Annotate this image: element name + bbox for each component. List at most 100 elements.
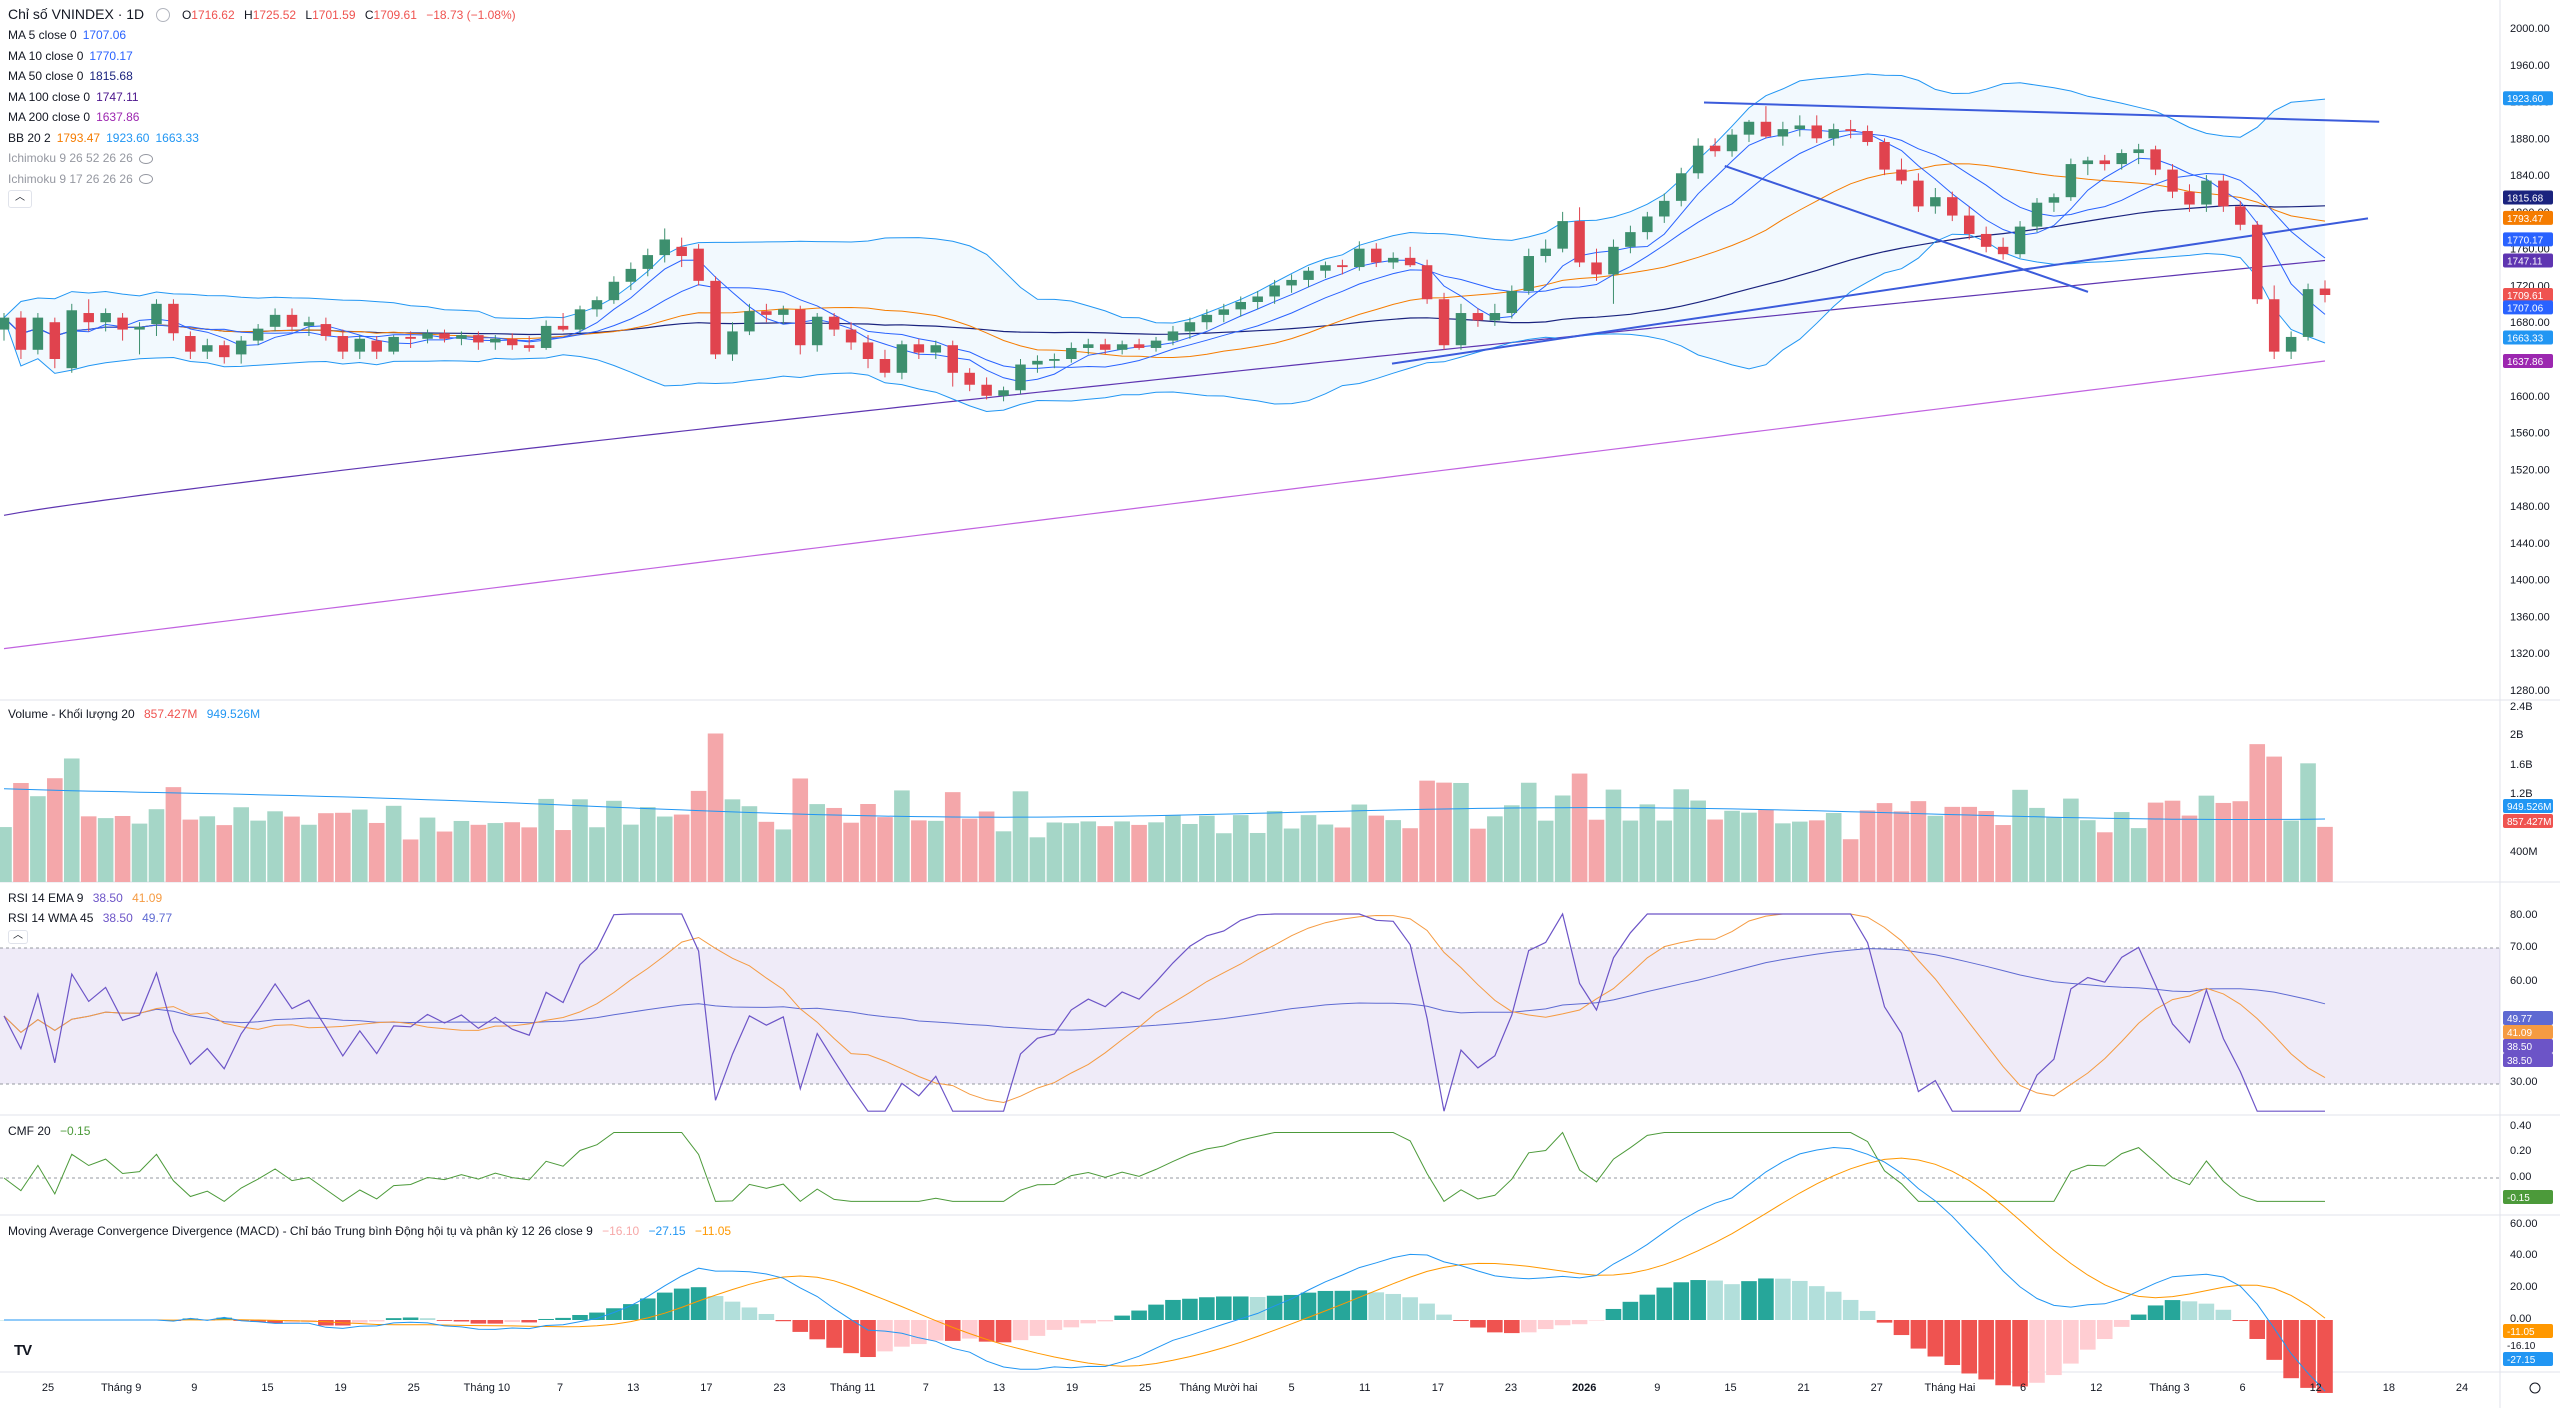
candle-body[interactable] [185,336,196,352]
indicator-legend-row[interactable]: Ichimoku 9 26 52 26 26 [8,148,516,169]
candle-body[interactable] [1947,197,1958,216]
collapse-rsi-button[interactable]: ︿ [8,930,28,944]
candle-body[interactable] [1083,344,1094,348]
candle-body[interactable] [354,338,366,352]
indicator-legend-row[interactable]: Ichimoku 9 17 26 26 26 [8,169,516,190]
rsi1-label[interactable]: RSI 14 EMA 9 [8,891,84,905]
candle-body[interactable] [2302,289,2314,337]
candle-body[interactable] [2082,160,2094,165]
candle-body[interactable] [422,333,433,339]
candle-body[interactable] [1506,290,1518,314]
cmf-label[interactable]: CMF 20 [8,1124,51,1138]
eye-hidden-icon[interactable] [138,174,153,185]
trendline[interactable] [1391,217,2369,365]
candle-body[interactable] [1438,299,1450,346]
candle-body[interactable] [1167,331,1179,341]
candle-body[interactable] [151,303,162,325]
candle-body[interactable] [235,340,247,355]
candle-body[interactable] [591,300,603,310]
candle-body[interactable] [2014,226,2026,255]
candle-body[interactable] [117,317,128,330]
candle-body[interactable] [439,333,450,339]
candle-body[interactable] [2167,169,2178,192]
candle-body[interactable] [371,340,382,352]
candle-body[interactable] [134,326,145,330]
candle-body[interactable] [1642,216,1653,233]
indicator-legend-row[interactable]: MA 200 close 0 1637.86 [8,107,516,128]
candle-body[interactable] [2201,180,2212,205]
candle-body[interactable] [1523,256,1534,291]
candle-body[interactable] [1862,130,1873,143]
trendline[interactable] [1703,101,2380,123]
candle-body[interactable] [100,313,111,323]
price-axis[interactable]: 2000.001960.001920.001880.001840.001800.… [2503,23,2553,1366]
candle-body[interactable] [540,325,552,348]
candle-body[interactable] [947,345,958,373]
candle-body[interactable] [1184,322,1196,332]
candle-body[interactable] [1099,344,1111,350]
candle-body[interactable] [930,345,942,353]
candle-body[interactable] [1116,344,1128,350]
candle-body[interactable] [202,345,213,352]
volume-label[interactable]: Volume - Khối lượng 20 [8,707,135,721]
candle-body[interactable] [1608,246,1619,275]
candle-body[interactable] [1066,347,1077,359]
candle-body[interactable] [320,324,332,337]
candle-body[interactable] [2184,191,2195,205]
time-axis[interactable]: 25 Tháng 9 9 15 19 25 Tháng 10 7 13 17 23 Tháng 11 7… [42,1382,2541,1394]
candle-body[interactable] [862,342,874,359]
candle-body[interactable] [252,328,264,341]
candle-body[interactable] [1963,215,1975,234]
candle-body[interactable] [693,248,704,281]
candle-body[interactable] [761,311,772,315]
candle-body[interactable] [1828,129,1839,139]
candle-body[interactable] [2065,164,2077,198]
candle-body[interactable] [845,329,857,343]
indicator-legend-row[interactable]: MA 10 close 0 1770.17 [8,46,516,67]
candle-body[interactable] [1760,121,1772,137]
candle-body[interactable] [998,390,1009,396]
candle-body[interactable] [1574,221,1585,263]
candle-body[interactable] [2116,153,2127,165]
candle-body[interactable] [473,335,484,343]
candle-body[interactable] [2099,160,2111,165]
candle-body[interactable] [388,336,399,352]
candle-body[interactable] [625,268,637,282]
candle-body[interactable] [2268,299,2280,352]
candle-body[interactable] [727,331,738,355]
candle-body[interactable] [811,316,823,346]
candle-body[interactable] [1150,340,1162,348]
candle-body[interactable] [964,372,975,385]
candle-body[interactable] [1269,285,1280,297]
candle-body[interactable] [913,344,925,353]
candle-body[interactable] [1404,257,1416,266]
symbol-title[interactable]: Chỉ số VNINDEX · 1D [8,6,145,22]
candle-body[interactable] [1659,200,1670,217]
candle-body[interactable] [1845,129,1856,131]
candle-body[interactable] [1913,180,1924,207]
candle-body[interactable] [286,314,298,327]
candle-body[interactable] [1743,121,1755,135]
candle-body[interactable] [1811,125,1823,139]
candle-body[interactable] [405,336,416,339]
candle-body[interactable] [981,384,992,396]
candle-body[interactable] [2150,149,2161,170]
candle-body[interactable] [1201,314,1213,323]
candle-body[interactable] [642,255,654,269]
candle-body[interactable] [1980,233,1992,247]
candle-body[interactable] [2235,206,2246,225]
candle-body[interactable] [168,303,179,334]
candle-body[interactable] [1320,265,1331,271]
candle-body[interactable] [1675,173,1687,201]
candle-body[interactable] [828,316,840,330]
candle-body[interactable] [1133,344,1145,348]
candle-body[interactable] [0,317,10,330]
candle-body[interactable] [506,338,518,346]
candles[interactable] [0,106,2331,402]
candle-body[interactable] [1337,265,1348,268]
trendlines[interactable] [1391,101,2380,365]
candle-body[interactable] [490,338,501,343]
candle-body[interactable] [1455,313,1467,346]
indicator-legend-row[interactable]: BB 20 2 1793.47 1923.60 1663.33 [8,128,516,149]
